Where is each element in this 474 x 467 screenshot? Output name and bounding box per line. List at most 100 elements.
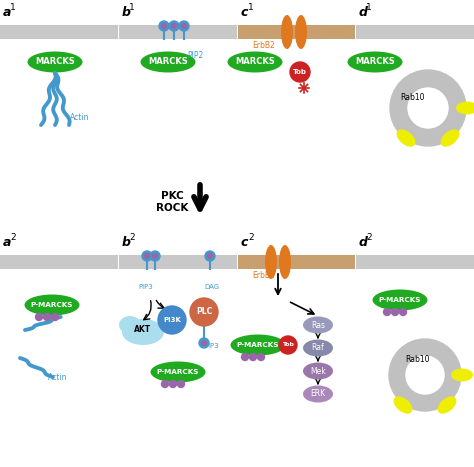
Ellipse shape: [27, 51, 82, 72]
Text: PIP2: PIP2: [187, 51, 203, 61]
Ellipse shape: [397, 129, 415, 147]
Text: 1: 1: [129, 3, 135, 12]
Bar: [119, 255, 237, 269]
Text: b: b: [122, 236, 131, 249]
Ellipse shape: [456, 101, 474, 114]
Text: IP3: IP3: [208, 343, 219, 349]
Ellipse shape: [295, 15, 307, 49]
Text: DAG: DAG: [204, 284, 219, 290]
Ellipse shape: [303, 317, 333, 333]
Circle shape: [390, 70, 466, 146]
Circle shape: [162, 381, 168, 388]
Ellipse shape: [25, 295, 80, 316]
Ellipse shape: [347, 51, 402, 72]
Ellipse shape: [228, 51, 283, 72]
Text: P-MARCKS: P-MARCKS: [157, 369, 199, 375]
Text: 1: 1: [366, 3, 372, 12]
Text: P-MARCKS: P-MARCKS: [379, 297, 421, 303]
Circle shape: [169, 21, 179, 31]
Text: 2: 2: [248, 233, 254, 242]
Text: P-MARCKS: P-MARCKS: [237, 342, 279, 348]
Bar: [0, 25, 118, 39]
Circle shape: [52, 313, 58, 320]
Circle shape: [279, 336, 297, 354]
Text: c: c: [241, 6, 248, 19]
Ellipse shape: [119, 316, 141, 334]
Circle shape: [162, 23, 166, 28]
Text: d: d: [359, 236, 368, 249]
Circle shape: [257, 354, 264, 361]
Ellipse shape: [303, 340, 333, 356]
Text: ErbB2: ErbB2: [252, 41, 275, 50]
Ellipse shape: [279, 245, 291, 279]
Circle shape: [142, 251, 152, 261]
Text: PIP3: PIP3: [138, 284, 153, 290]
Circle shape: [406, 356, 444, 394]
Circle shape: [177, 381, 184, 388]
Ellipse shape: [303, 362, 333, 380]
Ellipse shape: [122, 319, 164, 345]
Bar: [238, 25, 355, 39]
Text: 2: 2: [10, 233, 16, 242]
Ellipse shape: [393, 396, 412, 414]
Text: Ras: Ras: [311, 320, 325, 330]
Circle shape: [241, 354, 248, 361]
Circle shape: [201, 340, 207, 346]
Text: MARCKS: MARCKS: [355, 57, 395, 66]
Text: Tob: Tob: [282, 342, 294, 347]
Text: Actin: Actin: [70, 113, 90, 122]
Circle shape: [182, 23, 186, 28]
Circle shape: [179, 21, 189, 31]
Text: a: a: [3, 236, 11, 249]
Circle shape: [389, 339, 461, 411]
Text: PI3K: PI3K: [163, 317, 181, 323]
Text: c: c: [241, 236, 248, 249]
Text: Actin: Actin: [48, 374, 67, 382]
Text: P-MARCKS: P-MARCKS: [31, 302, 73, 308]
Ellipse shape: [451, 368, 473, 382]
Ellipse shape: [265, 245, 277, 279]
Text: MARCKS: MARCKS: [35, 57, 75, 66]
Text: MARCKS: MARCKS: [148, 57, 188, 66]
Circle shape: [190, 298, 218, 326]
Text: a: a: [3, 6, 11, 19]
Text: 1: 1: [10, 3, 16, 12]
Circle shape: [249, 354, 256, 361]
Circle shape: [153, 254, 157, 259]
Text: d: d: [359, 6, 368, 19]
Circle shape: [290, 62, 310, 82]
Text: ErbB2: ErbB2: [252, 270, 275, 280]
Circle shape: [205, 251, 215, 261]
Ellipse shape: [151, 361, 206, 382]
Ellipse shape: [230, 334, 285, 355]
Text: Rab10: Rab10: [400, 92, 425, 101]
Text: MARCKS: MARCKS: [235, 57, 275, 66]
Text: 2: 2: [129, 233, 135, 242]
Ellipse shape: [373, 290, 428, 311]
Text: b: b: [122, 6, 131, 19]
Bar: [119, 25, 237, 39]
Ellipse shape: [438, 396, 456, 414]
Text: 1: 1: [248, 3, 254, 12]
Text: 2: 2: [366, 233, 372, 242]
Text: PKC
ROCK: PKC ROCK: [156, 191, 188, 213]
Circle shape: [159, 21, 169, 31]
Bar: [238, 255, 355, 269]
Circle shape: [145, 254, 149, 259]
Text: Rab10: Rab10: [405, 355, 429, 365]
Text: Raf: Raf: [311, 344, 324, 353]
Text: AKT: AKT: [135, 325, 152, 334]
Circle shape: [400, 309, 407, 316]
Ellipse shape: [441, 129, 459, 147]
Ellipse shape: [140, 51, 195, 72]
Circle shape: [44, 313, 51, 320]
Circle shape: [170, 381, 176, 388]
Text: ERK: ERK: [310, 389, 326, 398]
Circle shape: [199, 338, 209, 348]
Bar: [356, 255, 474, 269]
Bar: [356, 25, 474, 39]
Circle shape: [408, 88, 448, 128]
Text: Mek: Mek: [310, 367, 326, 375]
Circle shape: [158, 306, 186, 334]
Circle shape: [392, 309, 399, 316]
